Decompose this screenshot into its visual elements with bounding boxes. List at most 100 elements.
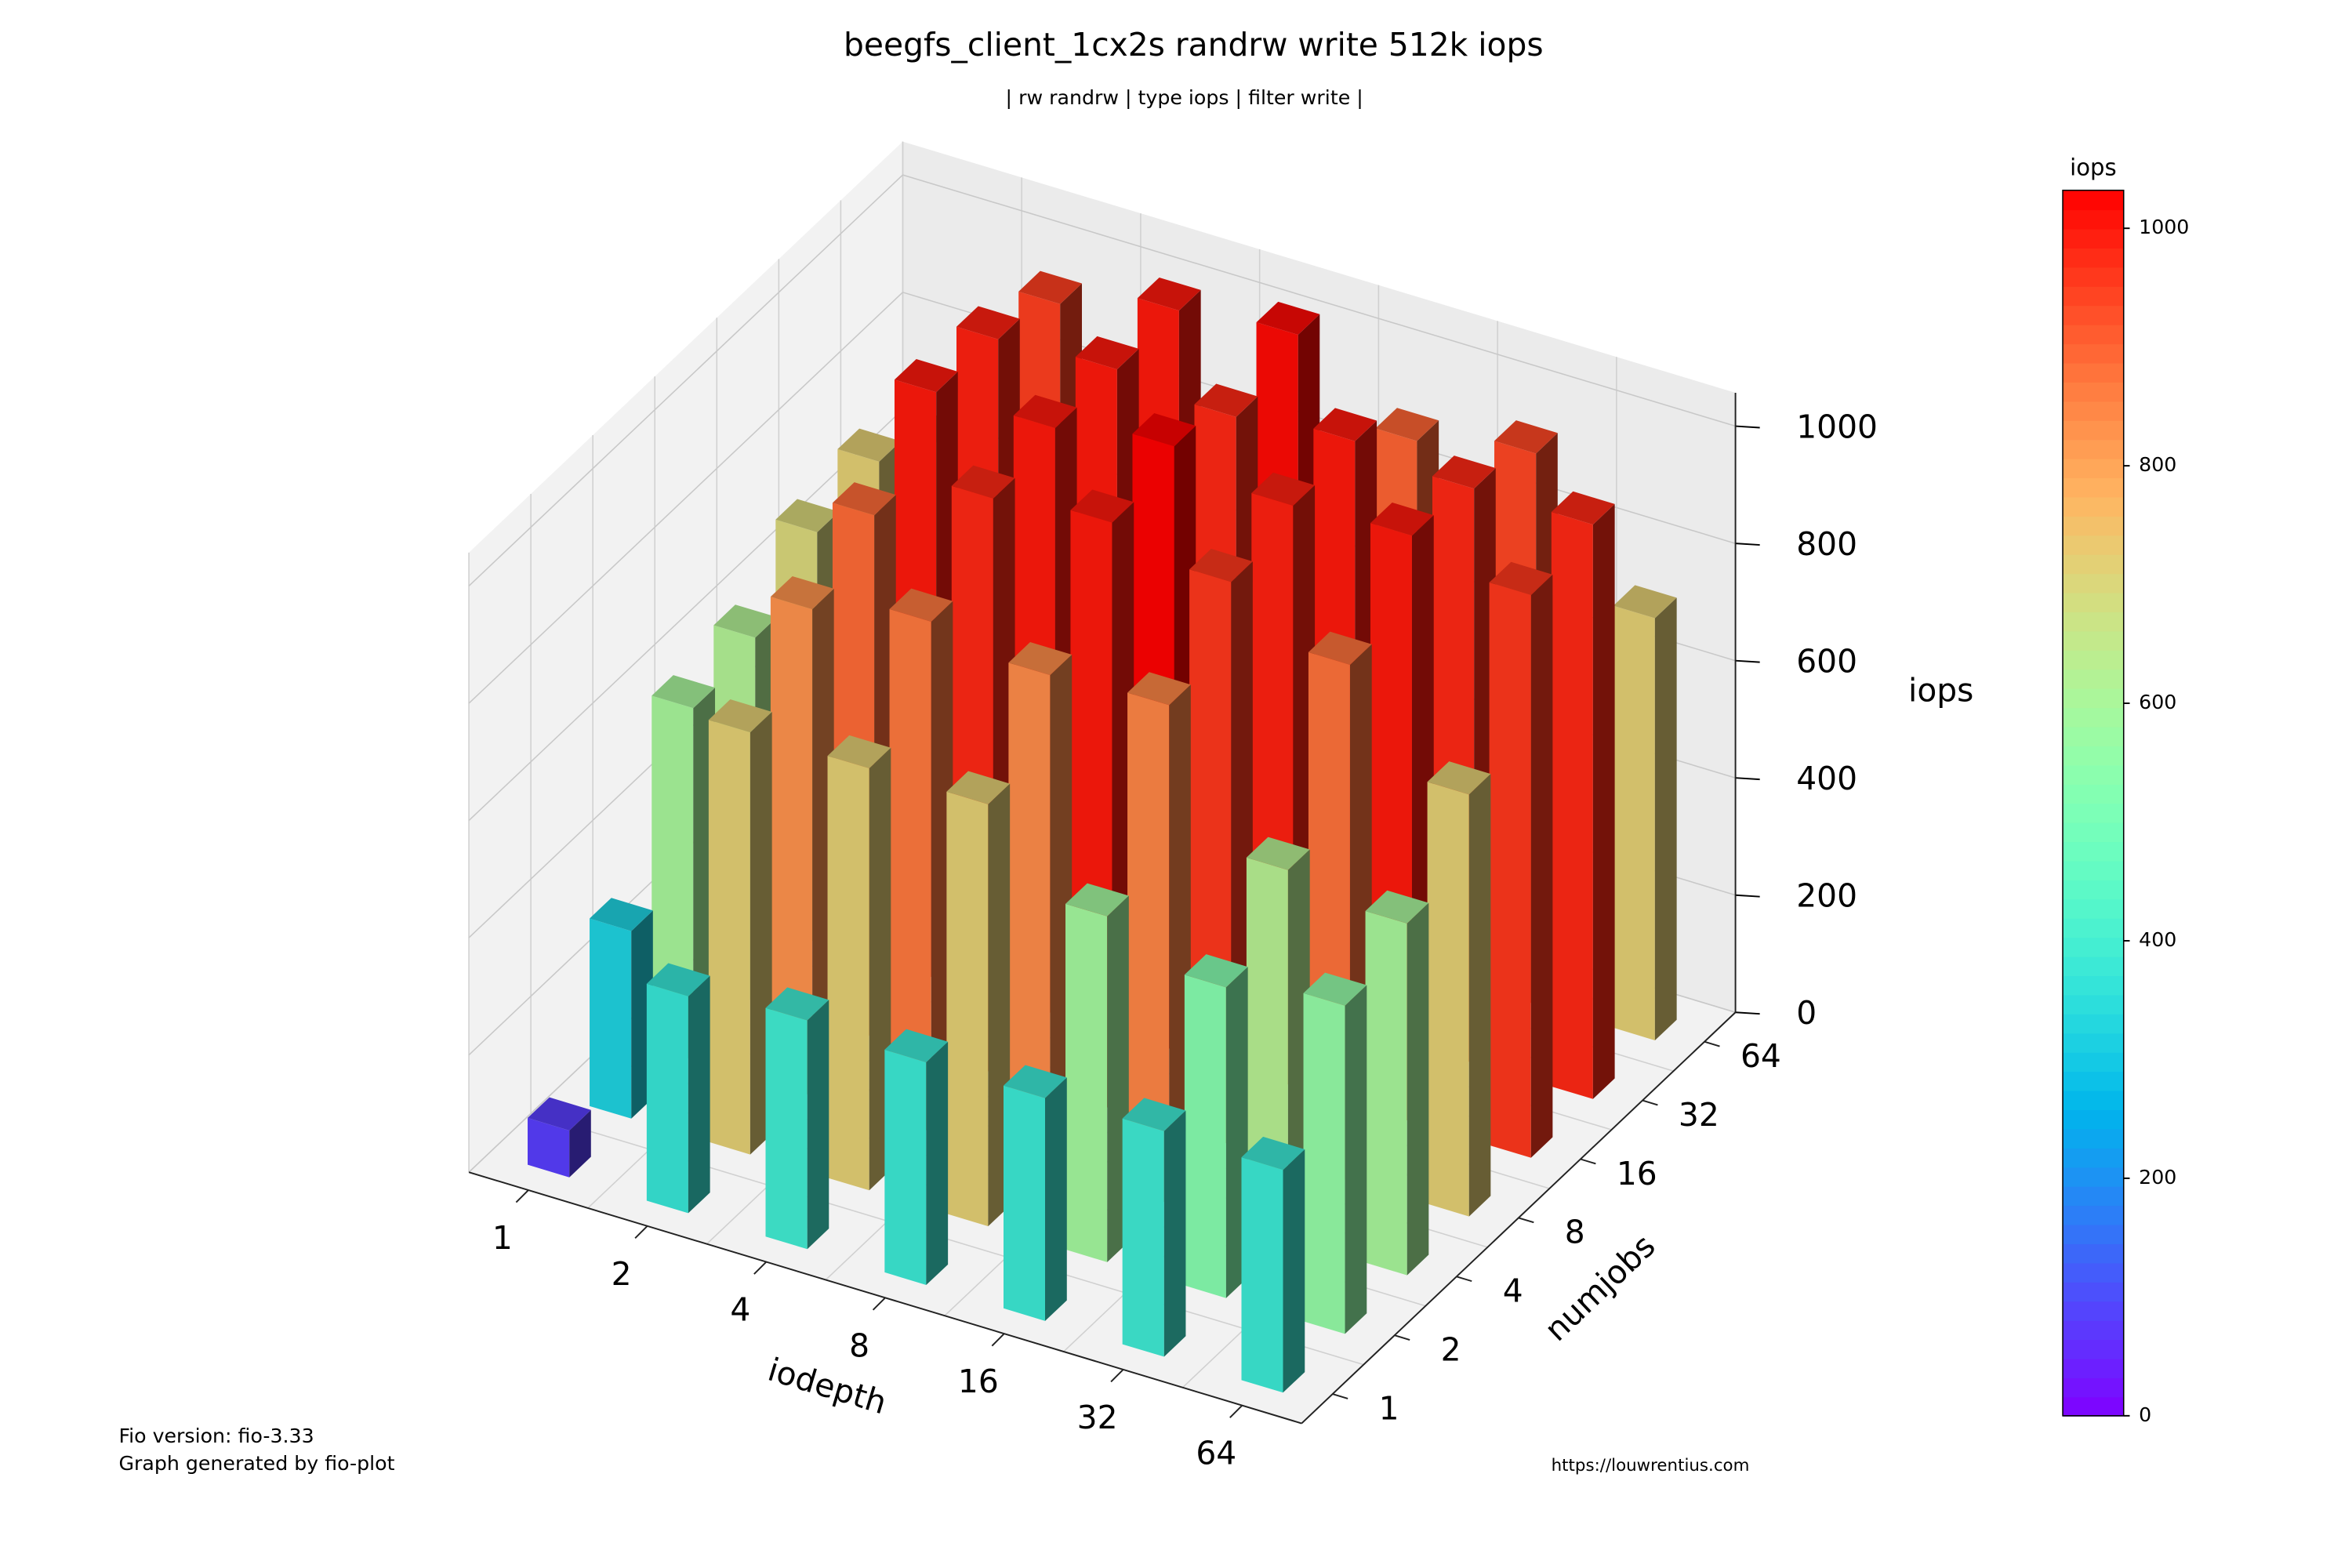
z-tick (1735, 659, 1760, 663)
x-tick-label: 2 (612, 1255, 632, 1293)
bar-front (827, 756, 869, 1191)
z-axis-label: iops (1908, 671, 1973, 709)
bar-top (1613, 585, 1677, 619)
x-tick (991, 1333, 1005, 1347)
colorbar-step (2063, 956, 2124, 977)
colorbar-step (2063, 917, 2124, 938)
bar-side (688, 975, 710, 1214)
z-tick (1735, 894, 1760, 898)
colorbar-step (2063, 649, 2124, 670)
colorbar-step (2063, 477, 2124, 498)
z-tick-label: 400 (1796, 760, 1857, 797)
bar-top (827, 735, 891, 768)
footer-note: Graph generated by fio-plot (118, 1452, 394, 1475)
bar-top (956, 306, 1020, 339)
bar-side (1345, 985, 1367, 1334)
bar-top (1184, 954, 1248, 988)
colorbar-step (2063, 1033, 2124, 1053)
colorbar-step (2063, 879, 2124, 900)
x-tick-label: 64 (1196, 1435, 1236, 1472)
bar-side (1468, 774, 1491, 1217)
z-tick (1735, 543, 1760, 546)
bar-front (1008, 662, 1051, 1168)
x-tick (1229, 1404, 1243, 1418)
bar-top (1313, 408, 1377, 441)
z-tick-label: 1000 (1796, 408, 1878, 445)
left-pane (469, 141, 903, 1173)
bar-front (1613, 605, 1655, 1040)
bar-top (1004, 1065, 1067, 1098)
colorbar-step (2063, 1262, 2124, 1283)
colorbar-step (2063, 267, 2124, 287)
bar-top (1375, 408, 1439, 441)
bar-top (1008, 642, 1073, 676)
colorbar-step (2063, 1167, 2124, 1187)
bar-top (889, 588, 953, 622)
z-tick-label: 0 (1796, 994, 1817, 1032)
colorbar-step (2063, 1319, 2124, 1341)
bar-top (951, 465, 1015, 499)
bar-top (1365, 890, 1429, 924)
bar-side (1530, 574, 1553, 1158)
bar-top (646, 963, 710, 996)
colorbar-step (2063, 209, 2124, 230)
bar-top (1303, 972, 1367, 1006)
x-tick-label: 1 (492, 1219, 513, 1257)
colorbar-step (2063, 630, 2124, 651)
colorbar-step (2063, 1090, 2124, 1111)
bar-top (528, 1097, 591, 1131)
bar-front (1427, 782, 1469, 1217)
colorbar-step (2063, 381, 2124, 402)
colorbar-step (2063, 190, 2124, 211)
colorbar-step (2063, 247, 2124, 268)
colorbar-step (2063, 841, 2124, 862)
bar-front (1127, 692, 1170, 1203)
colorbar-step (2063, 1185, 2124, 1207)
bar-top (775, 499, 840, 532)
colorbar-step (2063, 573, 2124, 593)
bar-top (1065, 883, 1129, 916)
bar-front (765, 1007, 808, 1250)
bar-top (832, 482, 896, 516)
colorbar-step (2063, 1224, 2124, 1244)
x-tick (634, 1225, 648, 1240)
bar-side (1654, 597, 1677, 1040)
bar-front (646, 983, 688, 1214)
bar-front (1303, 993, 1345, 1334)
z-tick-label: 200 (1796, 877, 1857, 915)
x-tick-label: 16 (958, 1363, 999, 1400)
colorbar-step (2063, 937, 2124, 957)
bar-top (1132, 412, 1196, 447)
colorbar-step (2063, 1358, 2124, 1378)
colorbar-step (2063, 822, 2124, 843)
bar-top (837, 428, 902, 462)
bar-top (1494, 420, 1558, 454)
colorbar-step (2063, 783, 2124, 804)
x-tick (1110, 1369, 1124, 1383)
x-tick-label: 8 (849, 1327, 869, 1364)
colorbar-step (2063, 305, 2124, 325)
colorbar-tick-label: 800 (2139, 453, 2176, 476)
bar-top (1551, 491, 1615, 525)
y-tick (1704, 1040, 1720, 1047)
colorbar-tick-label: 1000 (2139, 216, 2189, 238)
bar-side (1592, 503, 1615, 1099)
bar-front (884, 1049, 927, 1286)
colorbar-step (2063, 612, 2124, 632)
x-tick (753, 1261, 768, 1275)
y-tick (1642, 1099, 1658, 1106)
bar-top (1251, 472, 1316, 506)
bar-top (1241, 1136, 1305, 1171)
colorbar-step (2063, 458, 2124, 479)
colorbar-step (2063, 554, 2124, 575)
colorbar-step (2063, 592, 2124, 613)
bar-top (1070, 489, 1134, 523)
bar-top (1013, 394, 1077, 429)
y-tick-label: 1 (1379, 1389, 1399, 1427)
y-tick (1332, 1393, 1348, 1399)
colorbar-step (2063, 1147, 2124, 1168)
x-tick (515, 1189, 529, 1203)
colorbar-step (2063, 324, 2124, 345)
x-tick-label: 4 (730, 1291, 750, 1329)
colorbar-step (2063, 860, 2124, 880)
